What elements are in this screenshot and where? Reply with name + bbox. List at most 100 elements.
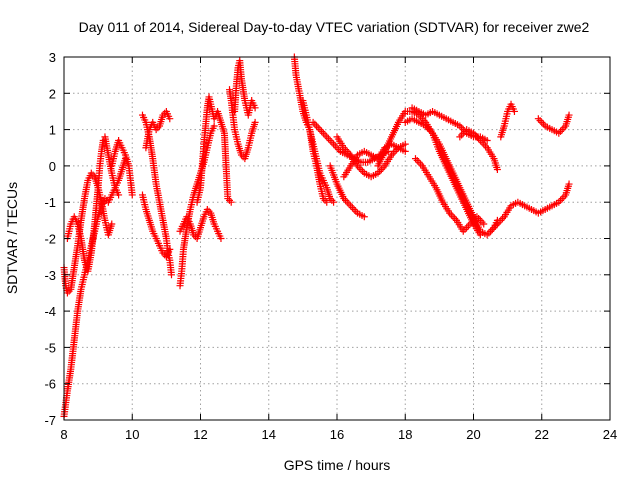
- data-point: [499, 215, 507, 223]
- y-tick-label: 2: [49, 86, 56, 101]
- y-tick-label: -2: [44, 232, 56, 247]
- data-point: [326, 136, 334, 144]
- data-point: [217, 235, 225, 242]
- y-tick-label: 1: [49, 123, 56, 138]
- data-point: [345, 200, 353, 208]
- y-tick-label: -3: [44, 268, 56, 283]
- data-point: [210, 122, 218, 130]
- data-point: [227, 198, 235, 206]
- data-point: [166, 115, 174, 123]
- data-point: [493, 166, 501, 174]
- data-point: [167, 271, 175, 279]
- series-sat-p: [326, 162, 368, 221]
- series-sat-t: [401, 115, 484, 239]
- series-sat-v: [411, 155, 488, 235]
- data-point: [319, 129, 327, 137]
- x-tick-label: 14: [262, 427, 276, 442]
- data-point: [379, 164, 387, 172]
- series-sat-i: [176, 205, 225, 242]
- series-sat-n: [299, 97, 331, 206]
- data-point: [328, 138, 336, 146]
- data-point: [330, 140, 338, 148]
- data-point: [510, 107, 518, 115]
- data-point: [463, 224, 471, 232]
- series-sat-z: [534, 111, 573, 137]
- data-point: [565, 180, 573, 188]
- data-point: [558, 195, 566, 203]
- data-point: [355, 164, 363, 172]
- x-tick-label: 16: [330, 427, 344, 442]
- series-sat-g: [142, 107, 174, 152]
- series-sat-f: [138, 191, 174, 261]
- data-point: [538, 118, 546, 126]
- data-point: [449, 213, 457, 221]
- data-point: [464, 222, 472, 230]
- data-point: [411, 155, 419, 163]
- x-tick-label: 12: [193, 427, 207, 442]
- data-point: [115, 191, 123, 199]
- data-point: [314, 124, 322, 132]
- data-point: [128, 191, 136, 199]
- data-point: [480, 220, 488, 228]
- data-point: [413, 156, 421, 164]
- series-sat-x: [497, 100, 518, 141]
- y-tick-labels: -7 -6 -5 -4 -3 -2 -1 0 1 2 3: [44, 50, 56, 428]
- data-point: [415, 158, 423, 166]
- series-sat-c: [63, 133, 129, 275]
- data-point: [389, 149, 397, 157]
- data-point: [481, 142, 489, 150]
- data-point: [251, 118, 259, 126]
- x-tick-label: 8: [60, 427, 67, 442]
- data-point: [347, 202, 355, 210]
- data-point: [451, 215, 459, 223]
- data-point: [330, 198, 338, 206]
- data-point: [350, 205, 358, 213]
- series-sat-d: [108, 136, 136, 199]
- data-point: [473, 133, 481, 141]
- data-point: [348, 204, 356, 212]
- x-axis-label: GPS time / hours: [284, 457, 391, 473]
- series-sat-y: [487, 180, 573, 235]
- data-point: [313, 122, 321, 130]
- y-tick-label: -1: [44, 195, 56, 210]
- data-point: [343, 198, 351, 206]
- series-sat-h: [176, 122, 218, 290]
- data-point: [480, 140, 488, 148]
- data-point: [458, 131, 466, 139]
- data-point: [557, 127, 565, 135]
- data-point: [251, 104, 259, 112]
- x-tick-label: 22: [535, 427, 549, 442]
- data-point: [565, 111, 573, 119]
- chart-title: Day 011 of 2014, Sidereal Day-to-day VTE…: [79, 19, 590, 35]
- data-point: [401, 147, 409, 155]
- y-tick-label: -6: [44, 377, 56, 392]
- data-point: [321, 131, 329, 139]
- data-point: [401, 140, 409, 148]
- series-sat-j: [193, 93, 235, 206]
- x-tick-label: 24: [603, 427, 617, 442]
- data-point: [417, 160, 425, 168]
- x-tick-label: 10: [125, 427, 139, 442]
- data-point: [324, 135, 332, 143]
- data-point: [226, 196, 234, 204]
- y-tick-label: -7: [44, 413, 56, 428]
- data-point: [483, 136, 491, 144]
- data-point: [166, 245, 174, 253]
- grid-lines: [64, 57, 610, 420]
- data-point: [360, 213, 368, 221]
- data-point: [485, 229, 493, 237]
- data-point: [534, 115, 542, 123]
- data-point: [316, 126, 324, 134]
- series-sat-e: [138, 111, 175, 279]
- data-point: [323, 133, 331, 141]
- y-axis-label: SDTVAR / TECUs: [4, 182, 20, 294]
- data-points: [60, 53, 573, 420]
- y-tick-label: 3: [49, 50, 56, 65]
- data-point: [536, 117, 544, 125]
- x-tick-label: 20: [466, 427, 480, 442]
- data-point: [476, 231, 484, 239]
- x-tick-label: 18: [398, 427, 412, 442]
- data-point: [108, 220, 116, 228]
- y-tick-label: 0: [49, 159, 56, 174]
